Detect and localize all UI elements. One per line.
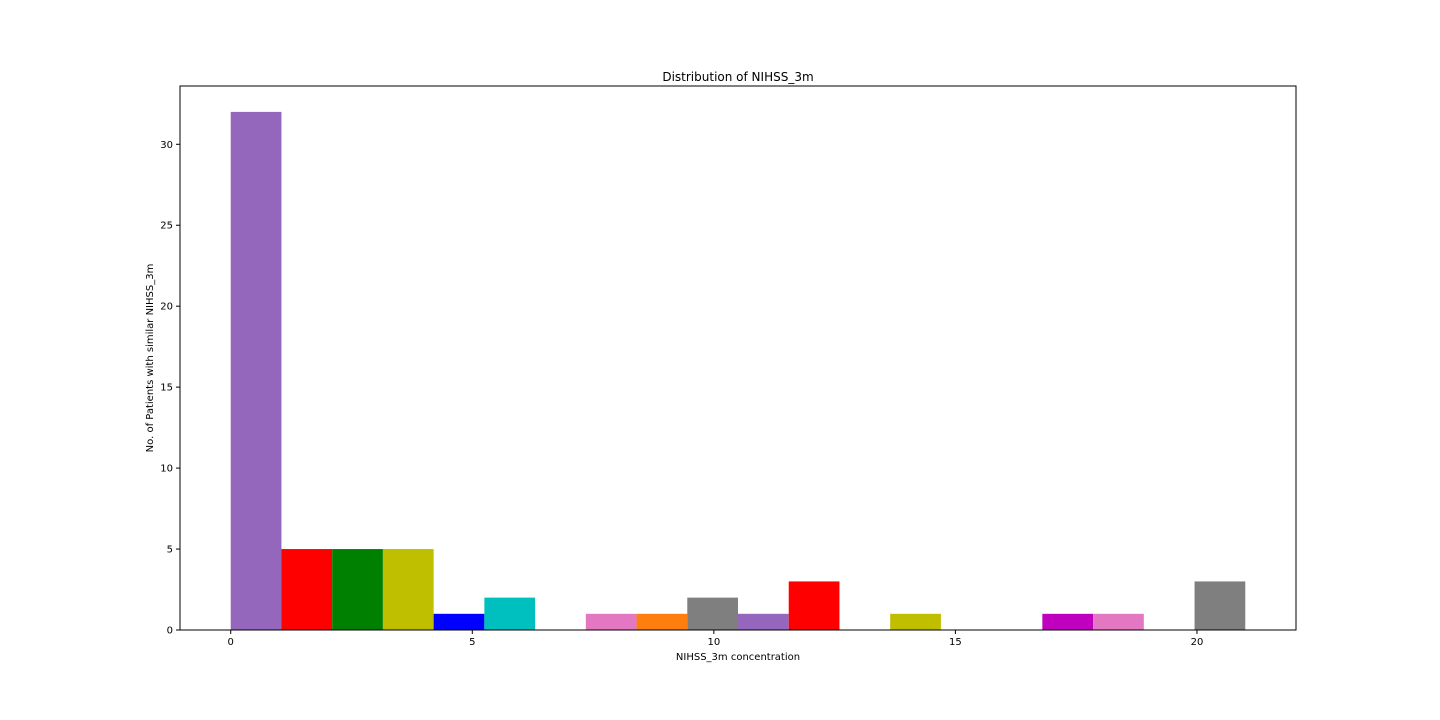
y-tick-label-2: 10 — [160, 464, 173, 475]
y-tick-label-6: 30 — [160, 140, 173, 151]
bar-10 — [788, 581, 840, 630]
bar-13 — [1093, 613, 1144, 630]
chart-title: Distribution of NIHSS_3m — [662, 70, 813, 84]
plot-frame — [179, 85, 1297, 631]
x-tick-label-4: 20 — [1191, 637, 1204, 648]
x-tick-label-0: 0 — [228, 637, 234, 648]
y-tick-label-4: 20 — [160, 302, 173, 313]
bar-11 — [890, 613, 941, 630]
bar-3 — [382, 549, 434, 630]
bar-4 — [433, 613, 485, 630]
bar-12 — [1042, 613, 1094, 630]
y-axis: 0 5 10 15 20 25 30 — [160, 140, 180, 637]
bar-0 — [230, 111, 282, 630]
x-tick-label-3: 15 — [949, 637, 962, 648]
bar-14 — [1194, 581, 1246, 630]
y-tick-label-5: 25 — [160, 221, 173, 232]
bar-6 — [585, 613, 637, 630]
x-axis: 0 5 10 15 20 — [228, 630, 1204, 648]
bars-layer — [230, 111, 1246, 630]
y-tick-label-0: 0 — [167, 626, 173, 637]
y-tick-label-1: 5 — [167, 545, 173, 556]
bar-1 — [281, 549, 333, 630]
bar-2 — [332, 549, 383, 630]
x-tick-label-2: 10 — [707, 637, 720, 648]
bar-9 — [738, 613, 789, 630]
x-tick-label-1: 5 — [469, 637, 475, 648]
bar-8 — [687, 597, 738, 630]
x-axis-label: NIHSS_3m concentration — [676, 652, 800, 663]
y-axis-label: No. of Patients with similar NIHSS_3m — [145, 264, 156, 453]
bar-5 — [484, 597, 536, 630]
y-tick-label-3: 15 — [160, 383, 173, 394]
bar-7 — [636, 613, 688, 630]
